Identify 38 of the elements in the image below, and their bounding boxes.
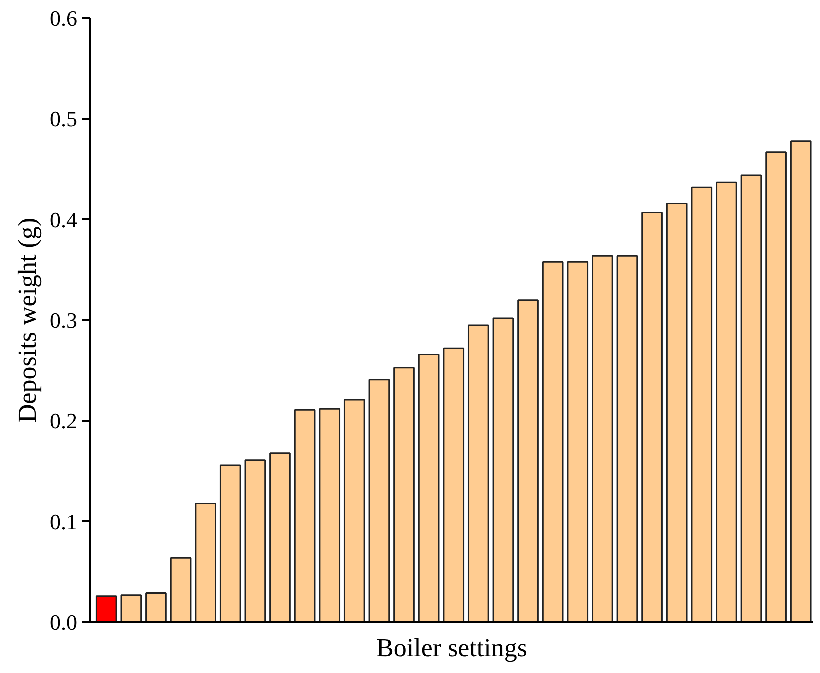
bar [766, 152, 787, 622]
bar [443, 348, 465, 622]
bar [270, 452, 291, 622]
bar [616, 255, 638, 622]
y-tick-label: 0.4 [50, 207, 78, 232]
bar [790, 140, 812, 622]
bar [244, 460, 266, 622]
y-tick-label: 0.1 [50, 509, 78, 534]
bar [96, 596, 118, 622]
y-axis-title: Deposits weight (g) [13, 218, 42, 424]
bar [195, 502, 217, 622]
bar [666, 202, 688, 622]
bar [418, 354, 440, 622]
bar [592, 255, 614, 622]
bar [518, 300, 539, 622]
bar [319, 408, 341, 622]
bar [492, 318, 514, 622]
y-tick-label: 0.2 [50, 408, 78, 434]
bar [170, 557, 192, 622]
y-tick-label: 0.3 [50, 308, 78, 333]
bar [691, 186, 713, 622]
bar [468, 324, 490, 622]
bar [344, 399, 366, 622]
y-tick-label: 0.0 [50, 610, 78, 635]
x-axis-title: Boiler settings [376, 634, 528, 662]
bar [120, 594, 142, 622]
bar [716, 182, 738, 622]
bar [220, 464, 242, 622]
y-tick-label: 0.5 [50, 106, 78, 132]
y-tick-label: 0.6 [50, 6, 78, 31]
bar [368, 379, 390, 622]
bar [294, 409, 316, 622]
bar [642, 212, 663, 622]
bar [740, 174, 762, 622]
bar [394, 367, 415, 622]
bar [567, 261, 589, 622]
bar [542, 261, 564, 622]
bar [146, 592, 167, 622]
